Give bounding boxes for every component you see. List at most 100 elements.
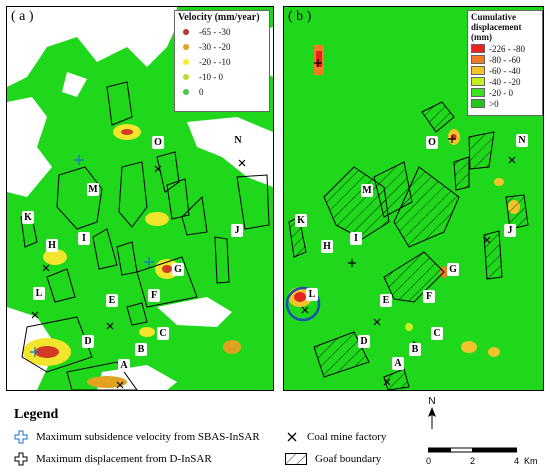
black-cross-icon [14, 452, 28, 466]
legend-row: -80 - -60 [468, 54, 542, 65]
scale-tick-2: 2 [470, 456, 476, 466]
goaf-polygon [116, 241, 138, 276]
factory-cross [301, 306, 309, 314]
factory-cross [31, 311, 39, 319]
site-label-b-n: N [516, 134, 528, 147]
legend-dot [183, 73, 189, 80]
goaf-polygon [313, 331, 370, 378]
goaf-polygon [505, 194, 529, 230]
displacement-spot [494, 178, 504, 186]
legend-dot [183, 43, 189, 50]
scale-bar-graphic [428, 447, 517, 453]
scale-tick-4: 4 [514, 456, 520, 466]
legend-factory-label: Coal mine factory [307, 431, 387, 443]
goaf-polygon [136, 256, 198, 308]
legend-row: -40 - -20 [468, 76, 542, 87]
legend-sbas: Maximum subsidence velocity from SBAS-In… [14, 430, 260, 444]
legend-dot [183, 28, 189, 35]
legend-row: -65 - -30 [175, 24, 269, 39]
goaf-polygon [421, 101, 455, 133]
goaf-polygon [166, 178, 190, 220]
legend-row: -30 - -20 [175, 39, 269, 54]
legend-row: 0 [175, 84, 269, 99]
panel-label-a: ( a ) [11, 9, 34, 24]
site-label-b-c: C [431, 327, 443, 340]
site-label-b-h: H [321, 240, 333, 253]
legend-row-label: >0 [489, 98, 499, 109]
map-a-canvas [7, 7, 273, 390]
site-label-b-b: B [409, 343, 421, 356]
goaf-polygon [236, 174, 270, 230]
goaf-polygon [126, 302, 148, 326]
site-label-a-n: N [232, 134, 244, 147]
bottom-legend: Legend Maximum subsidence velocity from … [0, 396, 550, 476]
site-label-a-h: H [46, 239, 58, 252]
goaf-polygon [181, 195, 208, 236]
legend-dinsar: Maximum displacement from D-InSAR [14, 452, 212, 466]
legend-swatch [471, 77, 485, 86]
legend-dot [183, 88, 189, 95]
site-label-b-f: F [423, 290, 435, 303]
factory-cross [116, 381, 124, 389]
site-label-a-g: G [172, 263, 184, 276]
legend-swatch [471, 88, 485, 97]
goaf-polygon [56, 166, 103, 230]
factory-cross [508, 156, 516, 164]
legend-row-label: -30 - -20 [199, 41, 231, 52]
site-label-a-l: L [33, 287, 45, 300]
legend-swatch [471, 66, 485, 75]
goaf-polygon [156, 151, 180, 193]
site-label-b-o: O [426, 136, 438, 149]
subsidence-spot [43, 249, 67, 265]
site-label-a-k: K [22, 211, 34, 224]
displacement-spot [461, 341, 477, 353]
legend-row-label: -20 - 0 [489, 87, 513, 98]
site-label-a-m: M [87, 183, 99, 196]
north-arrow-icon [428, 407, 436, 429]
site-label-a-j: J [231, 224, 243, 237]
legend-row-label: -60 - -40 [489, 65, 521, 76]
factory-cross [238, 159, 246, 167]
goaf-polygon [393, 166, 460, 248]
legend-swatch [471, 99, 485, 108]
site-label-a-d: D [82, 335, 94, 348]
site-label-a-e: E [106, 294, 118, 307]
legend-factory: Coal mine factory [285, 430, 386, 444]
goaf-polygon [453, 156, 470, 191]
scale-bar: 0 2 4 Km [426, 446, 548, 472]
subsidence-spot [35, 346, 59, 358]
highlight-circle [285, 286, 321, 322]
site-label-b-k: K [295, 214, 307, 227]
velocity-legend-title: Velocity (mm/year) [178, 12, 260, 23]
goaf-polygon [214, 236, 230, 284]
dinsar-marker [348, 259, 356, 267]
subsidence-spot [145, 212, 169, 226]
site-label-a-a: A [118, 359, 130, 372]
legend-row-label: -10 - 0 [199, 71, 223, 82]
site-label-a-f: F [148, 289, 160, 302]
scale-tick-0: 0 [426, 456, 432, 466]
displacement-legend: Cumulative displacement (mm) -226 - -80-… [467, 10, 543, 116]
no-data-region [62, 72, 87, 97]
factory-cross [483, 236, 491, 244]
sbas-marker [144, 257, 154, 267]
north-label: N [428, 396, 436, 407]
sbas-marker [74, 155, 84, 165]
legend-row-label: -226 - -80 [489, 43, 525, 54]
site-label-a-o: O [152, 136, 164, 149]
goaf-polygon [66, 361, 138, 390]
displacement-spot [294, 292, 306, 302]
velocity-legend: Velocity (mm/year) -65 - -30 -30 - -20 -20… [174, 10, 270, 112]
site-label-a-c: C [157, 327, 169, 340]
site-label-a-i: I [78, 232, 90, 245]
subsidence-spot [162, 265, 172, 273]
scale-unit: Km [524, 456, 538, 466]
subsidence-spot [87, 376, 127, 388]
subsidence-spot [121, 129, 133, 135]
legend-row-label: 0 [199, 86, 204, 97]
no-data-region [7, 97, 52, 197]
legend-row: -226 - -80 [468, 43, 542, 54]
legend-row-label: -80 - -60 [489, 54, 521, 65]
legend-row-label: -65 - -30 [199, 26, 231, 37]
goaf-polygon [106, 81, 133, 126]
